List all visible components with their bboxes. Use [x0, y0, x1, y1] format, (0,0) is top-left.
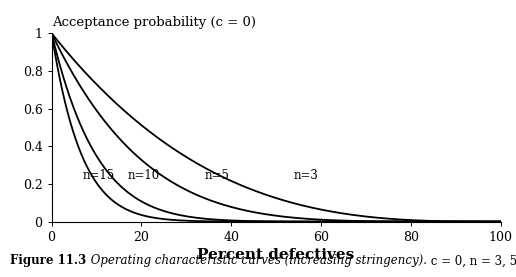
- Text: Operating characteristic curves (increasing stringency).: Operating characteristic curves (increas…: [87, 254, 427, 267]
- Text: n=5: n=5: [204, 169, 229, 182]
- Text: n=15: n=15: [83, 169, 115, 182]
- Text: Acceptance probability (c = 0): Acceptance probability (c = 0): [52, 16, 255, 29]
- Text: n=10: n=10: [128, 169, 160, 182]
- X-axis label: Percent defectives: Percent defectives: [198, 248, 354, 262]
- Text: n=3: n=3: [294, 169, 319, 182]
- Text: c = 0, n = 3, 5, 10, 15: c = 0, n = 3, 5, 10, 15: [427, 254, 516, 267]
- Text: Figure 11.3: Figure 11.3: [10, 254, 87, 267]
